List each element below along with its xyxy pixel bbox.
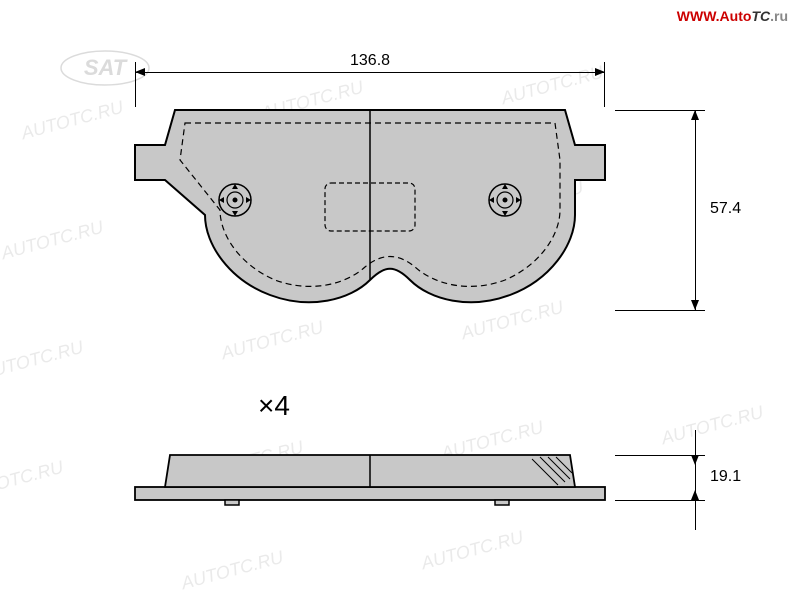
brake-pad-side-view (130, 445, 610, 505)
quantity-label: ×4 (258, 390, 290, 422)
watermark-text: AUTOTC.RU (0, 457, 66, 504)
height-dimension: 57.4 (710, 200, 741, 218)
dim-arrow (691, 110, 699, 120)
dim-arrow (135, 68, 145, 76)
width-dimension: 136.8 (350, 52, 390, 70)
watermark-text: AUTOTC.RU (499, 62, 606, 109)
thickness-dimension: 19.1 (710, 468, 741, 486)
watermark-text: AUTOTC.RU (659, 402, 766, 449)
brake-pad-front-view (130, 105, 610, 335)
watermark-text: AUTOTC.RU (0, 337, 86, 384)
dim-arrow (691, 455, 699, 465)
watermark-text: AUTOTC.RU (19, 97, 126, 144)
dim-arrow (691, 300, 699, 310)
dim-arrow (691, 490, 699, 500)
svg-text:SAT: SAT (84, 55, 128, 80)
dim-line-height (695, 110, 696, 310)
dim-line-width (135, 72, 605, 73)
watermark-text: AUTOTC.RU (419, 527, 526, 574)
dim-line-thickness (695, 430, 696, 530)
dim-arrow (595, 68, 605, 76)
watermark-text: AUTOTC.RU (179, 547, 286, 594)
watermark-text: AUTOTC.RU (0, 217, 106, 264)
source-url: WWW.AutoTC.ru (677, 8, 788, 24)
